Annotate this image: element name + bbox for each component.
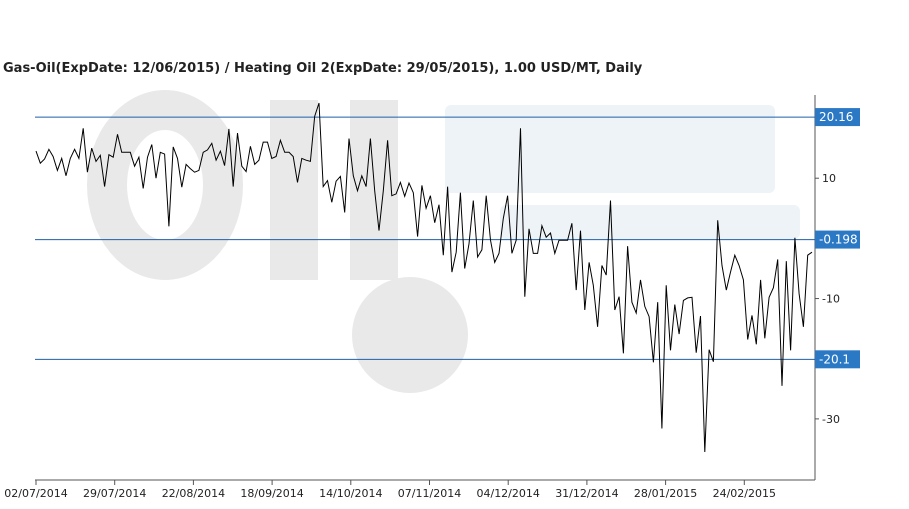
y-tick-label: 10 (822, 172, 836, 185)
x-tick-label: 29/07/2014 (83, 487, 146, 500)
x-tick-label: 02/07/2014 (4, 487, 67, 500)
y-tick-label: -10 (822, 293, 840, 306)
series-line (35, 102, 813, 453)
reference-label-box (815, 350, 860, 369)
reference-label: -0.198 (819, 233, 858, 247)
x-tick-label: 22/08/2014 (162, 487, 225, 500)
y-tick-label: -30 (822, 413, 840, 426)
x-tick-label: 18/09/2014 (240, 487, 303, 500)
reference-label-box (815, 108, 860, 127)
x-tick-label: 31/12/2014 (555, 487, 618, 500)
reference-label: 20.16 (819, 110, 853, 124)
reference-label-box (815, 230, 860, 249)
x-tick-label: 07/11/2014 (398, 487, 461, 500)
x-tick-label: 24/02/2015 (713, 487, 776, 500)
watermark-logo (87, 90, 800, 393)
x-tick-label: 14/10/2014 (319, 487, 382, 500)
x-tick-label: 04/12/2014 (476, 487, 539, 500)
x-tick-label: 28/01/2015 (634, 487, 697, 500)
reference-label: -20.1 (819, 352, 850, 366)
chart-title: Gas-Oil(ExpDate: 12/06/2015) / Heating O… (3, 61, 643, 76)
